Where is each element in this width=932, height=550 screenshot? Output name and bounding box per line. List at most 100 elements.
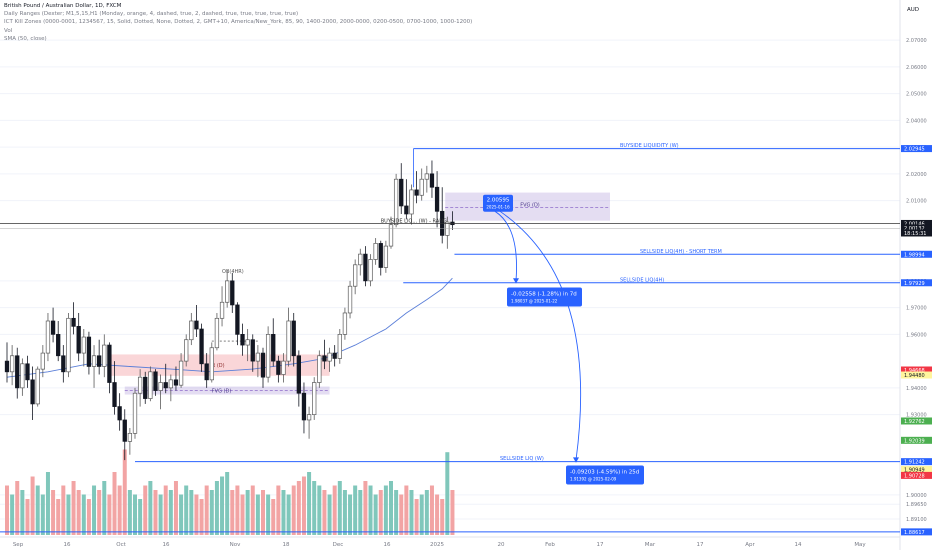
fvg-zones: FVG (D) R (D) FVG (D) OB(4HR)	[109, 192, 610, 395]
volume-bar	[373, 494, 378, 535]
top-price-callout-value: 2.00595	[487, 198, 510, 204]
volume-bar	[143, 485, 148, 535]
volume-bar	[30, 476, 35, 535]
candle-body	[102, 344, 107, 367]
time-tick-label: 17	[597, 542, 604, 548]
volume-bar	[296, 481, 301, 535]
price-tick-label: 1.90000	[906, 493, 927, 499]
candle-body	[276, 360, 281, 375]
time-tick-label: Sep	[13, 542, 24, 548]
price-axis[interactable]: AUD2.070002.060002.050002.040002.030002.…	[901, 7, 932, 536]
candle-body	[296, 355, 301, 394]
volume-bar	[281, 490, 286, 535]
volume-bar	[35, 485, 40, 535]
price-tick-label: 1.97000	[906, 306, 927, 312]
volume-bar	[261, 490, 265, 535]
time-tick-label: 20	[498, 542, 505, 548]
candle-body	[271, 334, 276, 362]
candle-body	[9, 355, 15, 373]
candle-body	[393, 178, 399, 226]
volume-bar	[327, 494, 332, 535]
time-axis[interactable]: Sep 16 Oct 16 Nov 18 Dec 16 2025 20 Feb 17 Mar 17 Apr 1…	[13, 542, 867, 548]
indicator-line-kill-zones[interactable]: ICT Kill Zones (0000-0001, 1234567, 15, …	[4, 19, 473, 26]
candle-body	[66, 317, 71, 373]
price-tag-label: 1.92039	[904, 438, 925, 444]
price-tag	[901, 224, 932, 232]
candle-body	[250, 339, 255, 362]
volume-bar	[122, 449, 127, 535]
candle-body	[399, 178, 404, 207]
candle-body	[117, 406, 122, 421]
fvg-bottom-label: FVG (D)	[212, 389, 232, 395]
volume-bar	[389, 481, 393, 535]
candle-body	[424, 173, 429, 180]
candle-body	[235, 304, 240, 335]
time-tick-label: Mar	[645, 542, 656, 548]
candle-body	[368, 259, 373, 282]
volume-bar	[163, 485, 168, 535]
candle-body	[153, 371, 158, 391]
candle-body	[337, 334, 342, 359]
volume-bar	[158, 494, 163, 535]
volume-bar	[66, 494, 71, 535]
time-tick-label: 2025	[430, 542, 444, 548]
volume-bar	[368, 485, 373, 535]
candle-body	[143, 376, 148, 399]
volume-bar	[307, 472, 312, 535]
indicator-line-sma[interactable]: SMA (50, close)	[4, 35, 47, 42]
volume-bar	[322, 490, 327, 535]
volume-bar	[184, 485, 189, 535]
candle-body	[404, 205, 409, 215]
price-tag-label: 1.92762	[904, 419, 925, 425]
candle-body	[209, 347, 214, 381]
candle-body	[230, 280, 235, 306]
top-price-callout	[483, 194, 513, 212]
volume-bar	[209, 490, 214, 535]
time-tick-label: Nov	[230, 542, 241, 548]
volume-bar	[179, 494, 184, 535]
candle-body	[112, 382, 117, 407]
candle-body	[122, 419, 127, 442]
chart-legend: British Pound / Australian Dollar, 1D, F…	[4, 2, 472, 43]
volume-bar	[353, 485, 358, 535]
volume-bar	[220, 476, 225, 535]
volume-bar	[92, 485, 97, 535]
time-tick-label: May	[854, 542, 866, 548]
price-tag-label: 2.00132	[904, 226, 925, 232]
fvg-zone-top	[445, 192, 610, 221]
volume-bar	[153, 490, 158, 535]
candle-body	[97, 355, 102, 367]
price-tag	[901, 417, 932, 425]
volume-bar	[404, 485, 409, 535]
volume-bar	[148, 481, 153, 535]
candle-body	[388, 224, 394, 247]
candle-body	[86, 336, 92, 367]
price-tag	[901, 366, 932, 374]
volume-bar	[133, 494, 137, 535]
volume-bar	[235, 485, 240, 535]
candle-body	[81, 336, 86, 354]
low-change-callout-value: -0.09203 (-4.59%) in 25d	[570, 469, 639, 475]
candle-body	[204, 363, 209, 381]
volume-bar	[25, 499, 30, 535]
time-tick-label: Apr	[745, 542, 755, 548]
volume-bar	[117, 485, 122, 535]
volume-bar	[266, 494, 271, 535]
time-tick-label: Feb	[545, 542, 555, 548]
candle-body	[4, 360, 10, 373]
candle-body	[91, 355, 97, 367]
volume-bar	[173, 481, 178, 535]
price-tick-label: 1.96000	[906, 332, 927, 338]
volume-bar	[337, 481, 342, 535]
volume-bar	[358, 490, 363, 535]
indicator-line-vol[interactable]: Vol	[4, 27, 13, 34]
indicator-line-daily-ranges[interactable]: Daily Ranges (Dexter; M1,5,15,H1 (Monday…	[4, 11, 299, 18]
volume-bar	[312, 481, 317, 535]
volume-bar	[71, 481, 76, 535]
volume-bar	[107, 494, 112, 535]
time-tick-label: 14	[795, 542, 802, 548]
candle-body	[383, 245, 389, 268]
candle-body	[132, 392, 138, 434]
volume-bar	[363, 481, 368, 535]
